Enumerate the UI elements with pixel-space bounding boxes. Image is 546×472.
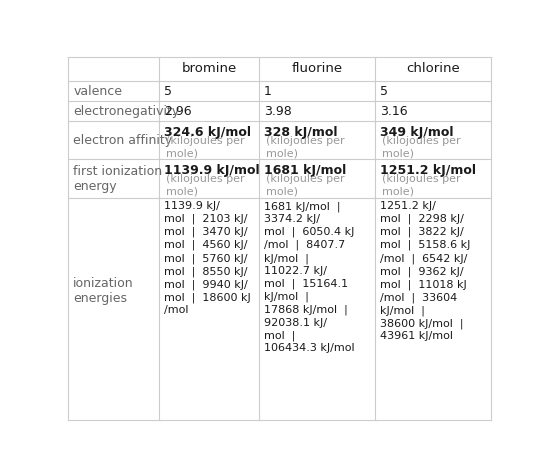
Text: 2.96: 2.96 <box>164 105 192 118</box>
Text: 349 kJ/mol: 349 kJ/mol <box>380 126 454 139</box>
Text: electronegativity: electronegativity <box>73 105 180 118</box>
Text: valence: valence <box>73 85 122 98</box>
Text: (kilojoules per
mole): (kilojoules per mole) <box>382 174 461 196</box>
Text: 5: 5 <box>164 85 173 98</box>
Text: fluorine: fluorine <box>291 62 342 76</box>
Text: electron affinity: electron affinity <box>73 134 173 147</box>
Text: 1251.2 kJ/
mol  |  2298 kJ/
mol  |  3822 kJ/
mol  |  5158.6 kJ
/mol  |  6542 kJ/: 1251.2 kJ/ mol | 2298 kJ/ mol | 3822 kJ/… <box>380 201 471 341</box>
Text: 5: 5 <box>380 85 388 98</box>
Text: 3.98: 3.98 <box>264 105 292 118</box>
Text: (kilojoules per
mole): (kilojoules per mole) <box>167 136 245 158</box>
Text: 1: 1 <box>264 85 271 98</box>
Text: (kilojoules per
mole): (kilojoules per mole) <box>167 174 245 196</box>
Text: 3.16: 3.16 <box>380 105 408 118</box>
Text: 1681 kJ/mol: 1681 kJ/mol <box>264 164 346 177</box>
Text: 1139.9 kJ/
mol  |  2103 kJ/
mol  |  3470 kJ/
mol  |  4560 kJ/
mol  |  5760 kJ/
m: 1139.9 kJ/ mol | 2103 kJ/ mol | 3470 kJ/… <box>164 201 251 315</box>
Text: first ionization
energy: first ionization energy <box>73 165 163 193</box>
Text: (kilojoules per
mole): (kilojoules per mole) <box>266 174 345 196</box>
Text: 1251.2 kJ/mol: 1251.2 kJ/mol <box>380 164 476 177</box>
Text: (kilojoules per
mole): (kilojoules per mole) <box>266 136 345 158</box>
Text: 1139.9 kJ/mol: 1139.9 kJ/mol <box>164 164 260 177</box>
Text: 328 kJ/mol: 328 kJ/mol <box>264 126 337 139</box>
Text: ionization
energies: ionization energies <box>73 277 134 305</box>
Text: (kilojoules per
mole): (kilojoules per mole) <box>382 136 461 158</box>
Text: 1681 kJ/mol  |
3374.2 kJ/
mol  |  6050.4 kJ
/mol  |  8407.7
kJ/mol  |
11022.7 kJ: 1681 kJ/mol | 3374.2 kJ/ mol | 6050.4 kJ… <box>264 201 354 354</box>
Text: bromine: bromine <box>181 62 236 76</box>
Text: chlorine: chlorine <box>406 62 460 76</box>
Text: 324.6 kJ/mol: 324.6 kJ/mol <box>164 126 251 139</box>
